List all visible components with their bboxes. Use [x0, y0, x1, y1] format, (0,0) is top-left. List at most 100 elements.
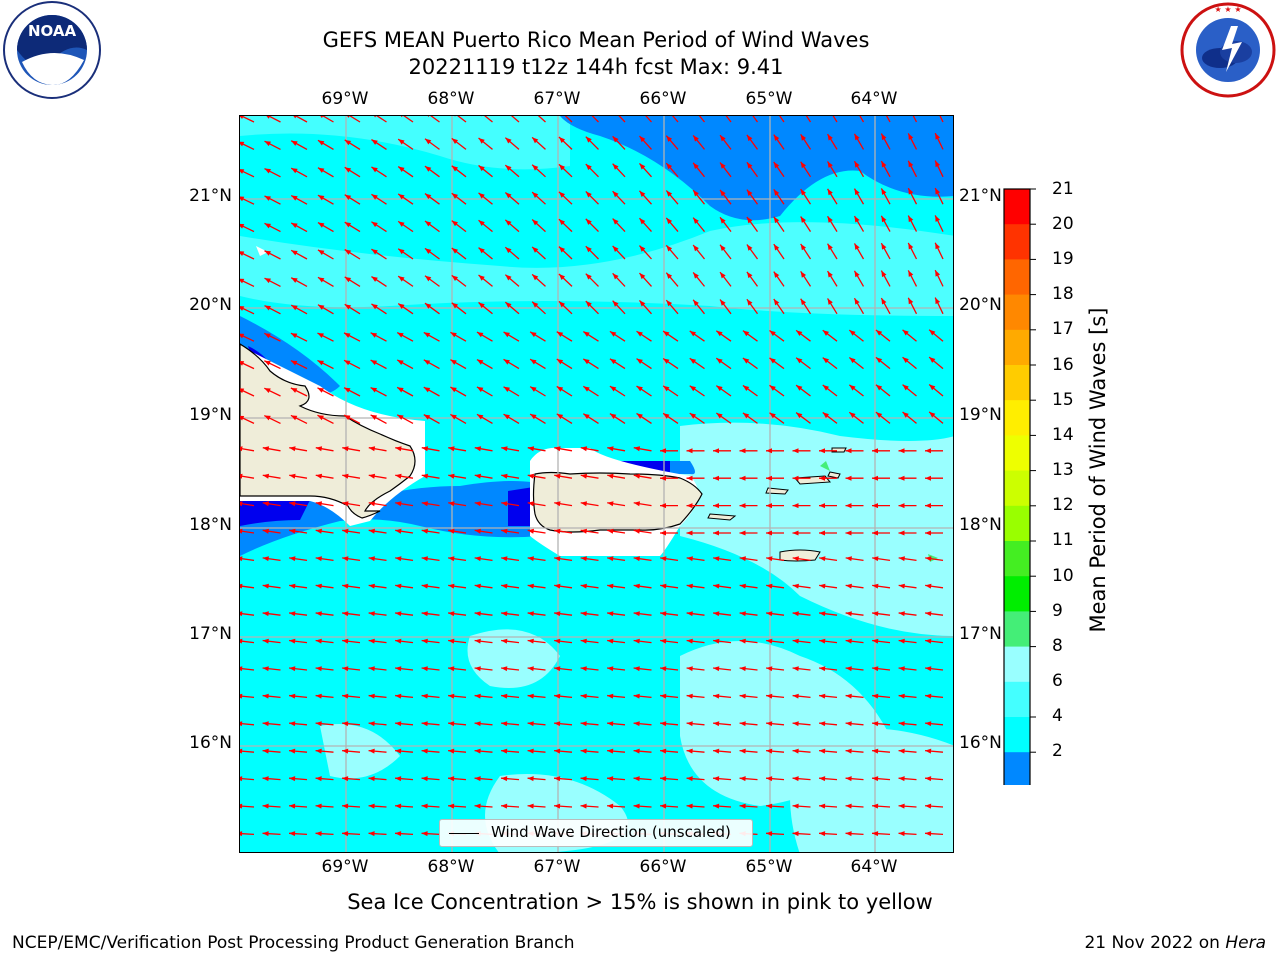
- wind-wave-arrowhead: [448, 776, 455, 782]
- wind-wave-arrowhead: [554, 803, 561, 809]
- wind-wave-arrowhead: [501, 803, 508, 809]
- wind-wave-arrowhead: [266, 116, 271, 119]
- wind-wave-arrowhead: [317, 277, 325, 283]
- wind-wave-arrowhead: [713, 611, 720, 617]
- wind-wave-arrowhead: [290, 360, 298, 366]
- wind-wave-arrowhead: [580, 693, 587, 699]
- wind-wave-arrowhead: [240, 721, 243, 727]
- wind-wave-arrowhead: [585, 246, 592, 253]
- wind-wave-arrowhead: [739, 803, 746, 809]
- wind-wave-arrowhead: [713, 530, 719, 536]
- wind-wave-arrowhead: [660, 776, 667, 782]
- wind-wave-arrowhead: [474, 611, 481, 617]
- wind-wave-arrowhead: [925, 611, 932, 617]
- wind-wave-arrowhead: [872, 721, 879, 727]
- wind-wave-arrowhead: [766, 583, 773, 589]
- lat-label-right: 20°N: [959, 295, 1002, 315]
- wind-wave-arrowhead: [527, 501, 535, 507]
- noaa-logo-text: NOAA: [28, 22, 77, 40]
- wind-wave-arrowhead: [827, 161, 833, 168]
- chart-title: GEFS MEAN Puerto Rico Mean Period of Win…: [322, 28, 870, 52]
- wind-wave-arrowhead: [370, 387, 378, 393]
- wind-wave-arrowhead: [660, 748, 667, 754]
- wind-wave-arrowhead: [872, 556, 879, 562]
- wind-wave-arrowhead: [660, 475, 666, 481]
- nws-logo: ★ ★ ★: [1180, 2, 1276, 98]
- wind-wave-arrowhead: [450, 332, 457, 338]
- wind-wave-arrowhead: [925, 721, 932, 727]
- wind-wave-arrowhead: [713, 556, 720, 562]
- wind-wave-arrowhead: [908, 297, 914, 305]
- wind-wave-arrowhead: [716, 330, 723, 337]
- wind-wave-arrowhead: [317, 249, 325, 256]
- wind-wave-arrowhead: [342, 611, 349, 617]
- wind-wave-arrowhead: [929, 329, 936, 336]
- wind-wave-arrowhead: [291, 195, 298, 201]
- wind-wave-arrowhead: [660, 638, 667, 644]
- wind-wave-arrowhead: [240, 388, 245, 394]
- wind-wave-arrowhead: [315, 776, 322, 782]
- wind-wave-arrowhead: [262, 556, 269, 562]
- wind-wave-arrowhead: [881, 133, 887, 141]
- wind-wave-arrowhead: [612, 163, 619, 170]
- wind-wave-arrow: [698, 116, 706, 123]
- wind-wave-arrowhead: [240, 748, 243, 754]
- wind-wave-arrowhead: [845, 748, 852, 754]
- wind-wave-arrow: [240, 612, 255, 616]
- wind-wave-arrowhead: [872, 831, 879, 837]
- virgin-islands-land: [707, 513, 737, 521]
- wind-wave-arrowhead: [792, 666, 799, 672]
- wind-wave-arrowhead: [739, 475, 746, 481]
- wind-wave-arrowhead: [527, 666, 534, 672]
- wind-wave-arrowhead: [822, 330, 830, 336]
- legend-line-symbol: [449, 833, 479, 834]
- wind-wave-arrowhead: [395, 446, 402, 452]
- wind-wave-arrowhead: [686, 611, 693, 617]
- wind-wave-arrowhead: [400, 116, 403, 118]
- wind-wave-arrowhead: [421, 446, 429, 452]
- wind-wave-arrowhead: [501, 693, 508, 699]
- wind-wave-arrowhead: [478, 192, 485, 199]
- wind-wave-arrowhead: [792, 475, 799, 481]
- wind-wave-arrowhead: [660, 448, 666, 454]
- lat-label-left: 21°N: [189, 186, 232, 206]
- wind-wave-arrowhead: [819, 583, 826, 589]
- wind-wave-arrowhead: [527, 583, 534, 589]
- wind-wave-arrowhead: [240, 611, 243, 617]
- wind-wave-arrowhead: [291, 305, 298, 311]
- wind-wave-arrowhead: [395, 748, 402, 754]
- wind-wave-arrowhead: [315, 473, 323, 479]
- wind-wave-arrowhead: [532, 274, 539, 281]
- wind-wave-arrowhead: [264, 250, 271, 256]
- wind-wave-arrowhead: [527, 528, 535, 534]
- wind-wave-arrowhead: [800, 298, 807, 306]
- wind-wave-arrowhead: [317, 167, 325, 173]
- wind-wave-arrowhead: [585, 301, 592, 308]
- wind-wave-arrowhead: [792, 721, 799, 727]
- period-zone-short: [560, 116, 953, 221]
- wind-wave-arrowhead: [451, 302, 459, 309]
- wind-wave-arrow: [779, 116, 785, 123]
- wind-wave-arrowhead: [935, 187, 941, 195]
- wind-wave-arrowhead: [315, 803, 322, 809]
- wind-wave-arrowhead: [607, 666, 614, 672]
- wind-wave-arrowhead: [633, 473, 641, 479]
- wind-wave-arrowhead: [713, 693, 720, 699]
- wind-wave-arrowhead: [527, 556, 534, 562]
- lon-label-top: 67°W: [533, 89, 581, 109]
- wind-wave-arrowhead: [819, 831, 826, 837]
- wind-wave-arrowhead: [845, 693, 852, 699]
- wind-wave-arrowhead: [580, 473, 588, 479]
- wind-wave-arrowhead: [898, 803, 905, 809]
- wind-wave-arrowhead: [289, 528, 296, 534]
- wind-wave-arrowhead: [558, 273, 566, 280]
- wind-wave-arrowhead: [368, 776, 375, 782]
- colorbar-tick-label: 10: [1052, 566, 1074, 586]
- wind-wave-arrowhead: [580, 638, 587, 644]
- machine-name: Hera: [1225, 933, 1266, 953]
- map-panel: Wind Wave Direction (unscaled): [239, 115, 954, 853]
- wind-wave-arrowhead: [501, 528, 508, 534]
- wind-wave-arrowhead: [342, 748, 349, 754]
- wind-wave-arrowhead: [503, 331, 510, 338]
- wind-wave-arrowhead: [854, 133, 860, 141]
